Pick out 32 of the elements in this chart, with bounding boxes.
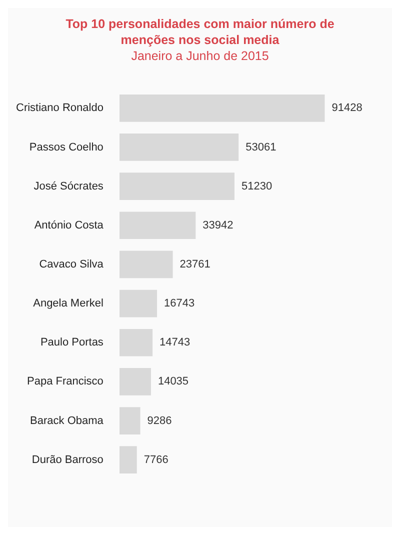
y-tick-label: Passos Coelho <box>29 141 104 154</box>
data-label: 16743 <box>164 298 195 310</box>
bar <box>119 212 196 240</box>
y-tick-label: Cristiano Ronaldo <box>16 102 104 114</box>
data-label: 7766 <box>144 454 168 466</box>
y-tick-label: Durão Barroso <box>32 454 104 466</box>
y-tick-label: Barack Obama <box>30 414 104 427</box>
data-label: 33942 <box>202 219 234 232</box>
bar <box>119 290 158 318</box>
data-label: 91428 <box>332 102 362 114</box>
chart-title: Top 10 personalidades com maior número de menções nos social media <box>65 16 335 48</box>
data-label: 14743 <box>160 336 190 349</box>
bar <box>119 407 140 434</box>
bar <box>119 250 173 278</box>
chart-subtitle: Janeiro a Junho de 2015 <box>130 48 270 64</box>
bar <box>119 446 137 474</box>
y-tick-label: José Sócrates <box>34 180 104 192</box>
bar <box>119 328 153 356</box>
bar <box>119 134 239 161</box>
y-tick-label: Cavaco Silva <box>39 258 104 270</box>
y-tick-label: Angela Merkel <box>33 298 104 310</box>
y-tick-label: António Costa <box>34 219 104 232</box>
y-tick-label: Paulo Portas <box>40 336 104 349</box>
bar <box>119 368 151 396</box>
bar <box>119 94 325 122</box>
bar <box>119 172 234 200</box>
data-label: 9286 <box>147 414 172 427</box>
data-label: 53061 <box>246 141 276 154</box>
data-label: 14035 <box>158 376 189 388</box>
data-label: 51230 <box>241 180 272 192</box>
y-tick-label: Papa Francisco <box>27 376 104 388</box>
data-label: 23761 <box>180 258 210 270</box>
